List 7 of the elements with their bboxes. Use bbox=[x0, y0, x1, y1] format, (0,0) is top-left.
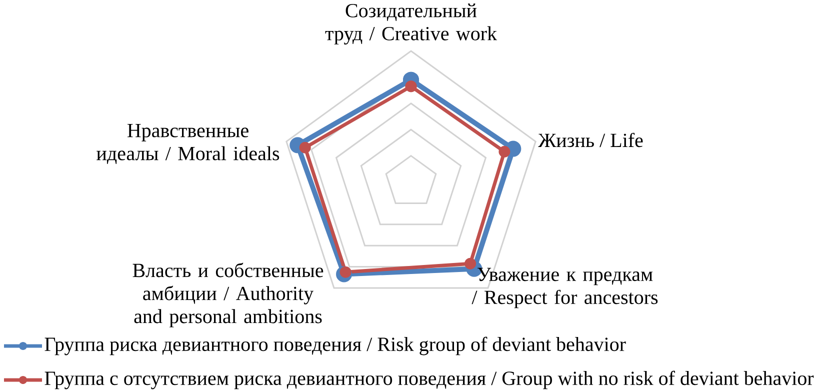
spoke-label: Нравственные идеалы / Moral ideals bbox=[96, 124, 280, 164]
spoke-label: Созидательный труд / Creative work bbox=[325, 3, 498, 44]
spoke-label: Власть и собственные амбиции / Authority and personal ambitions bbox=[132, 262, 324, 328]
legend-label: Группа риска девиантного поведения / Risk group of deviant behavior bbox=[44, 336, 626, 356]
spoke-label: Жизнь / Life bbox=[538, 132, 643, 148]
legend-label: Группа с отсутствием риска девиантного поведения / Group with no risk of deviant behavior bbox=[44, 370, 814, 390]
spoke-label: Уважение к предкам / Respect for ancestors bbox=[472, 268, 658, 308]
